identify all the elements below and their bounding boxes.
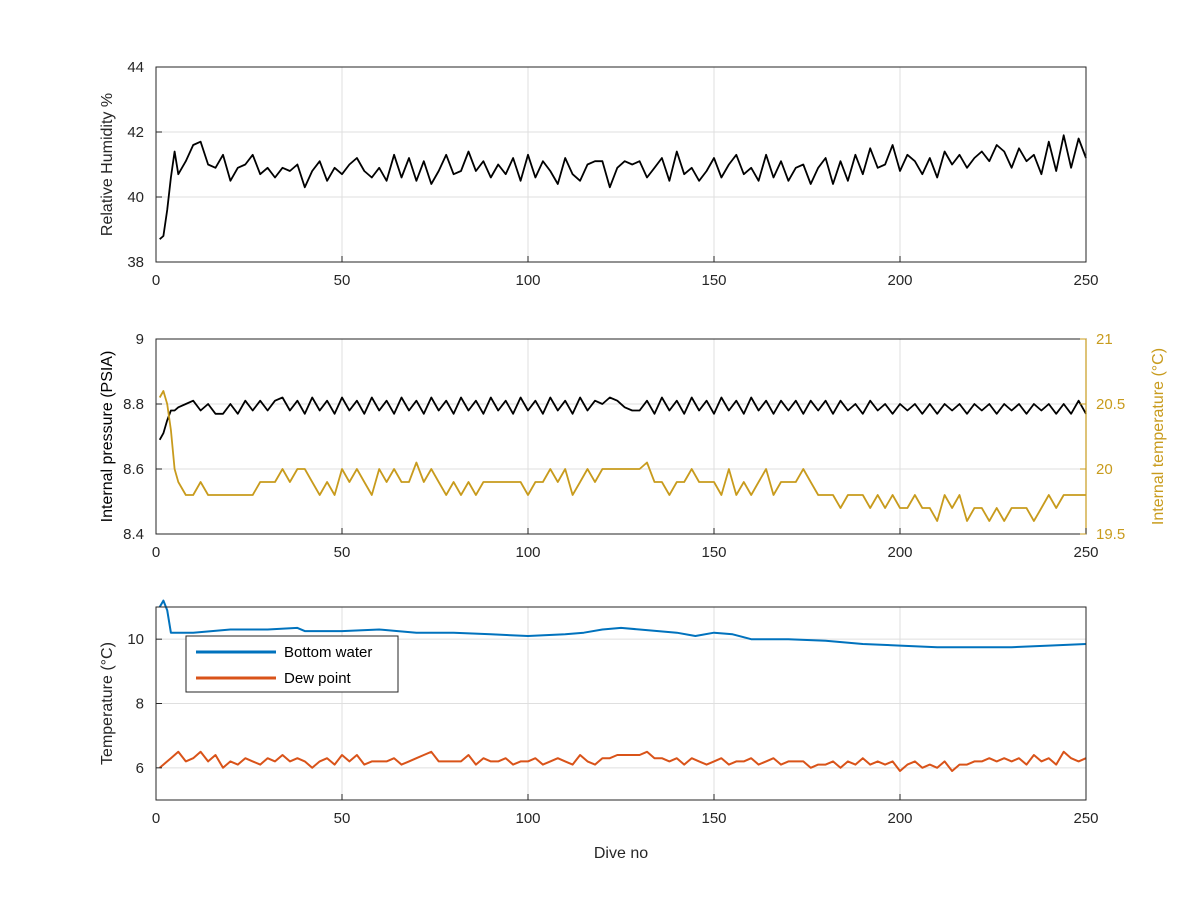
x-tick-label: 150	[701, 272, 726, 289]
y-tick-label: 9	[136, 331, 144, 348]
y-tick-label: 8	[136, 696, 144, 713]
legend-label-1: Bottom water	[284, 644, 372, 661]
x-tick-label: 100	[515, 544, 540, 561]
axes-box	[155, 66, 1087, 263]
legend: Bottom water Dew point	[185, 635, 399, 693]
panel-1: 0 50 100 150 200 250 38 40 42 44 Relative Humidity…	[99, 59, 1099, 289]
y-right-tick-label: 21	[1096, 331, 1113, 348]
series-line-2	[158, 390, 1086, 522]
x-tick-label: 50	[334, 272, 351, 289]
y-tick-label: 8.6	[123, 461, 144, 478]
series-line-1	[158, 599, 1087, 649]
series-line-1	[159, 134, 1087, 240]
x-tick-label: 150	[701, 810, 726, 827]
y-axis-label: Internal pressure (PSIA)	[99, 351, 116, 523]
y-tick-label: 40	[127, 189, 144, 206]
y-tick-label: 8.4	[123, 526, 144, 543]
y-tick-label: 38	[127, 254, 144, 271]
y-right-tick-label: 19.5	[1096, 526, 1125, 543]
y-right-tick-label: 20	[1096, 461, 1113, 478]
y-right-axis-label: Internal temperature (°C)	[1150, 348, 1167, 525]
x-tick-label: 150	[701, 544, 726, 561]
x-tick-label: 100	[515, 810, 540, 827]
series-line-2	[159, 750, 1087, 772]
y-axis-label: Relative Humidity %	[99, 93, 116, 236]
x-tick-label: 50	[334, 810, 351, 827]
series-line-1	[158, 396, 1087, 441]
y-tick-label: 8.8	[123, 396, 144, 413]
x-tick-label: 250	[1073, 810, 1098, 827]
x-tick-label: 200	[887, 810, 912, 827]
legend-label-2: Dew point	[284, 670, 352, 687]
x-tick-label: 50	[334, 544, 351, 561]
x-tick-label: 100	[515, 272, 540, 289]
y-tick-label: 44	[127, 59, 144, 76]
panel-2: 0 50 100 150 200 250 8.4 8.6 8.8 9 19.5 20 20.5 21 Int…	[99, 331, 1167, 561]
x-tick-label: 250	[1073, 272, 1098, 289]
y-tick-label: 42	[127, 124, 144, 141]
x-tick-label: 0	[152, 272, 160, 289]
legend-box	[185, 635, 399, 693]
x-tick-label: 0	[152, 544, 160, 561]
y-tick-label: 10	[127, 631, 144, 648]
y-right-tick-label: 20.5	[1096, 396, 1125, 413]
x-axis-label: Dive no	[594, 845, 648, 862]
x-tick-label: 200	[887, 544, 912, 561]
x-tick-label: 0	[152, 810, 160, 827]
y-tick-label: 6	[136, 760, 144, 777]
panel-3: 0 50 100 150 200 250 6 8 10 Temperature (°C) Dive …	[99, 599, 1099, 862]
x-tick-label: 200	[887, 272, 912, 289]
plot-area	[156, 339, 1086, 534]
x-tick-label: 250	[1073, 544, 1098, 561]
y-axis-label: Temperature (°C)	[99, 642, 116, 765]
